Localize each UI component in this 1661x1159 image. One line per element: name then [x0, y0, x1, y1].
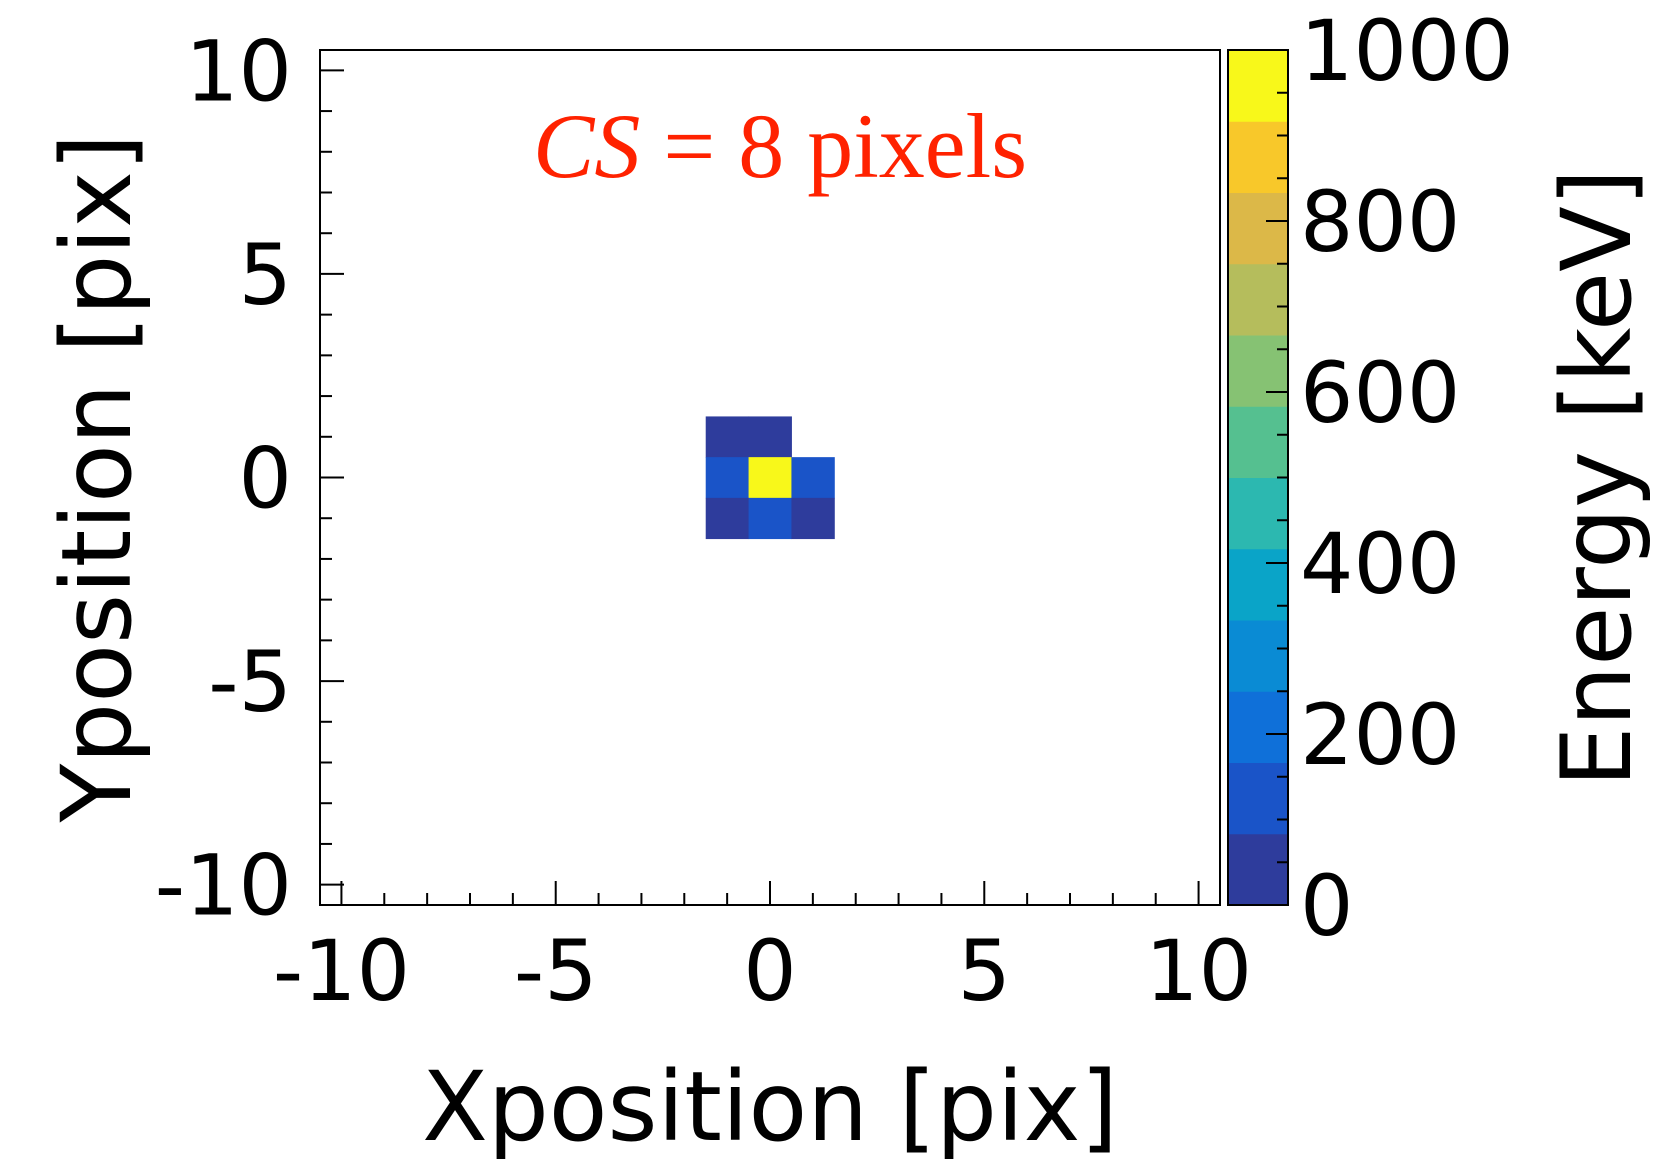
colorbar-segment — [1228, 335, 1288, 407]
heatmap-cell — [791, 457, 835, 499]
colorbar-segment — [1228, 762, 1288, 835]
colorbar — [1228, 50, 1288, 906]
colorbar-segment — [1228, 50, 1288, 122]
heatmap-cell — [705, 457, 750, 499]
x-tick-label: -5 — [514, 922, 598, 1020]
cluster-size-value: = 8 pixels — [640, 95, 1027, 197]
x-tick-label: -10 — [273, 922, 410, 1020]
x-tick-label: 0 — [743, 922, 796, 1020]
colorbar-label: Energy [keV] — [1541, 169, 1653, 787]
colorbar-tick-label: 600 — [1300, 344, 1460, 442]
x-tick-labels: -10 -5 0 5 10 — [273, 922, 1252, 1020]
axis-ticks — [320, 69, 1200, 905]
colorbar-segment — [1228, 691, 1288, 763]
x-tick-label: 5 — [958, 922, 1011, 1020]
x-tick-label: 10 — [1145, 922, 1252, 1020]
heatmap-cell — [748, 416, 792, 458]
colorbar-segment — [1228, 263, 1288, 336]
colorbar-segment — [1228, 477, 1288, 550]
heatmap-cell — [705, 497, 750, 540]
cluster-size-symbol: CS — [533, 95, 640, 197]
heatmap-cell — [791, 497, 835, 540]
y-tick-label: 0 — [239, 430, 292, 528]
heatmap-cells — [705, 416, 835, 540]
x-axis-label: Xposition [pix] — [422, 1051, 1118, 1159]
colorbar-segment — [1228, 620, 1288, 692]
colorbar-tick-label: 0 — [1300, 857, 1353, 955]
y-tick-label: -10 — [155, 837, 292, 935]
y-tick-labels: 10 5 0 -5 -10 — [155, 22, 292, 934]
y-tick-label: -5 — [208, 633, 292, 731]
colorbar-segment — [1228, 548, 1288, 621]
colorbar-frame — [1227, 49, 1289, 906]
colorbar-tick-label: 200 — [1300, 686, 1460, 784]
colorbar-segment — [1228, 833, 1288, 906]
y-tick-label: 10 — [185, 22, 292, 120]
colorbar-segment — [1228, 406, 1288, 478]
heatmap-cell — [705, 416, 750, 458]
y-tick-label: 5 — [239, 226, 292, 324]
y-axis-label: Yposition [pix] — [41, 134, 153, 824]
heatmap-cell — [748, 497, 792, 540]
colorbar-tick-labels: 0 200 400 600 800 1000 — [1300, 2, 1514, 955]
colorbar-tick-label: 400 — [1300, 515, 1460, 613]
colorbar-tick-label: 800 — [1300, 173, 1460, 271]
colorbar-tick-label: 1000 — [1300, 2, 1514, 100]
colorbar-segment — [1228, 121, 1288, 193]
heatmap-cell — [748, 457, 792, 499]
cluster-size-annotation: CS = 8 pixels — [533, 95, 1027, 197]
colorbar-segment — [1228, 192, 1288, 265]
